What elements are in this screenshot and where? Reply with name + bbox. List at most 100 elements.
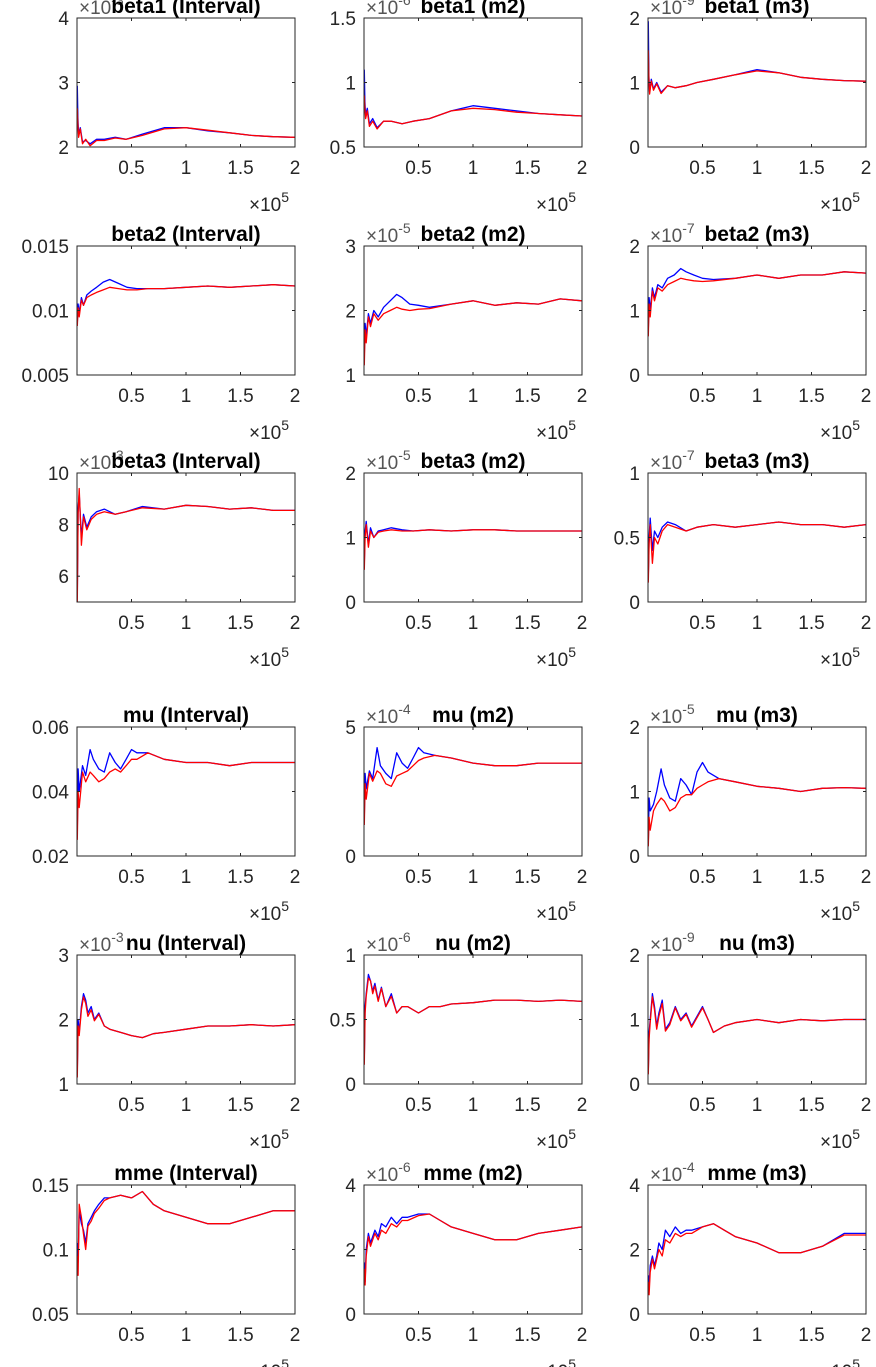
x-tick-label: 1 [468,613,479,634]
y-tick-label: 2 [345,1241,356,1262]
y-tick-label: 2 [629,1241,640,1262]
y-exponent-label: ×10-4 [366,701,411,728]
y-exponent-label: ×10-3 [79,0,124,19]
x-exponent-label: ×105 [536,417,576,444]
y-tick-label: 0.05 [32,1305,69,1326]
y-tick-label: 0 [345,847,356,868]
x-exponent-label: ×105 [536,189,576,216]
series-line-red [647,50,867,95]
y-exponent-label: ×10-9 [650,929,695,956]
chart-title: mme (m3) [707,1162,806,1185]
chart-title: beta3 (Interval) [111,450,260,473]
series-line-red [363,523,582,570]
x-exponent-label: ×105 [536,1126,576,1153]
y-tick-label: 0.5 [330,138,356,159]
y-tick-label: 4 [58,9,69,30]
x-tick-label: 1.5 [514,613,540,634]
x-tick-label: 2 [861,613,872,634]
x-tick-label: 1 [468,386,479,407]
plot-area [648,18,866,147]
y-tick-label: 1 [345,946,356,967]
x-exponent-label: ×105 [820,644,860,671]
chart-title: beta1 (Interval) [111,0,260,18]
y-tick-label: 2 [629,946,640,967]
x-tick-label: 2 [577,158,588,179]
x-tick-label: 1 [181,867,192,888]
x-tick-label: 0.5 [405,386,431,407]
plot-area [648,473,866,602]
y-tick-label: 0 [629,847,640,868]
x-exponent-label: ×105 [820,1126,860,1153]
y-exponent-label: ×10-5 [366,447,411,474]
x-tick-label: 1.5 [227,158,253,179]
x-tick-label: 1.5 [227,386,253,407]
x-tick-label: 1.5 [514,386,540,407]
x-exponent-label: ×105 [820,417,860,444]
x-tick-label: 0.5 [118,1095,144,1116]
series-line-red [647,777,867,847]
y-tick-label: 1 [58,1075,69,1096]
subplot: 0.5 1 1.5 2 0.5 1 1.5 ×105 ×10-6 beta1 (m2) [330,0,588,216]
chart-title: mu (Interval) [123,704,249,727]
x-tick-label: 1 [752,613,763,634]
series-line-red [76,1190,295,1276]
x-tick-label: 1 [752,1325,763,1346]
x-tick-label: 0.5 [689,867,715,888]
x-tick-label: 0.5 [405,867,431,888]
plot-area [364,1185,582,1314]
x-exponent-label: ×105 [249,1126,289,1153]
y-exponent-label: ×10-4 [650,1159,695,1186]
x-exponent-label: ×105 [820,189,860,216]
y-exponent-label: ×10-3 [79,929,124,956]
plot-area [77,246,295,375]
x-tick-label: 0.5 [118,1325,144,1346]
y-exponent-label: ×10-3 [79,447,124,474]
x-tick-label: 2 [577,386,588,407]
x-tick-label: 0.5 [405,1325,431,1346]
chart-title: mme (m2) [423,1162,522,1185]
y-tick-label: 1.5 [330,9,356,30]
y-tick-label: 1 [629,302,640,323]
subplot: 0.5 1 1.5 2 0 0.5 1 ×105 ×10-7 beta3 (m3) [614,447,872,671]
x-tick-label: 0.5 [118,158,144,179]
chart-title: mme (Interval) [114,1162,258,1185]
x-tick-label: 2 [577,1095,588,1116]
series-line-red [647,1223,866,1296]
chart-title: nu (m2) [435,932,511,955]
series-line-red [76,487,295,603]
y-tick-label: 0 [345,593,356,614]
x-tick-label: 1 [752,386,763,407]
x-tick-label: 0.5 [118,386,144,407]
x-tick-label: 1 [752,158,763,179]
x-tick-label: 1.5 [798,1095,824,1116]
y-tick-label: 10 [48,464,69,485]
x-tick-label: 1.5 [227,1095,253,1116]
y-tick-label: 8 [58,516,69,537]
plot-area [364,727,582,856]
series-line-red [76,996,296,1078]
x-tick-label: 0.5 [689,1095,715,1116]
x-tick-label: 0.5 [689,613,715,634]
y-tick-label: 1 [345,529,356,550]
y-tick-label: 0.005 [21,366,69,387]
y-tick-label: 0 [345,1075,356,1096]
y-exponent-label: ×10-6 [366,1159,411,1186]
y-exponent-label: ×10-5 [650,701,695,728]
series-line-red [363,298,583,366]
x-tick-label: 2 [290,386,301,407]
y-exponent-label: ×10-7 [650,447,695,474]
x-tick-label: 1 [181,1095,192,1116]
x-exponent-label: ×105 [536,1356,576,1367]
y-tick-label: 0 [629,1075,640,1096]
y-tick-label: 0.5 [614,529,640,550]
chart-title: beta2 (m2) [420,223,525,246]
x-tick-label: 2 [861,158,872,179]
y-exponent-label: ×10-5 [366,220,411,247]
series-line-red [76,752,295,840]
x-tick-label: 1 [752,867,763,888]
y-tick-label: 1 [629,1011,640,1032]
x-tick-label: 2 [290,158,301,179]
